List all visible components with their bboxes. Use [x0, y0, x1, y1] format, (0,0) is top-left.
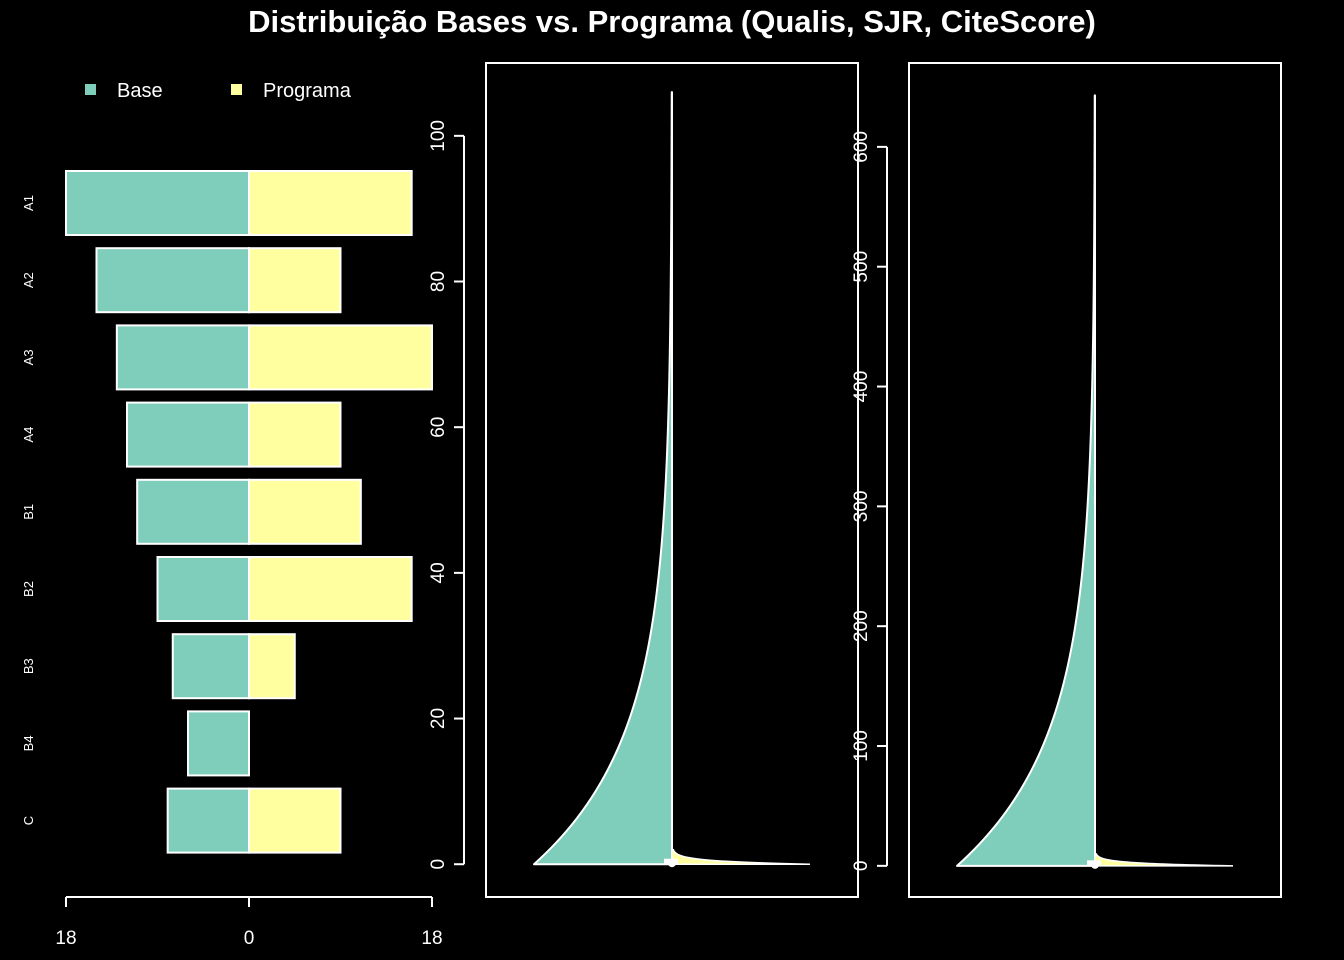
bar-programa-A4 — [248, 401, 342, 468]
bar-programa-A1 — [248, 170, 413, 236]
violin-half-programa — [671, 848, 811, 865]
bar-base-A1 — [65, 170, 250, 236]
y-tick-label: 500 — [851, 251, 872, 283]
category-label-B1: B1 — [21, 504, 36, 520]
bar-base-B4 — [187, 710, 250, 777]
bar-programa-A3 — [248, 324, 433, 391]
bar-base-B3 — [171, 633, 250, 700]
bar-base-B1 — [136, 478, 251, 545]
violin-half-base — [533, 91, 673, 866]
y-tick-label: 400 — [851, 371, 872, 403]
bar-programa-B1 — [248, 478, 362, 545]
qualis-bar-chart: A1 A2 A3 A4 B1 B2 B3 B4 C 18 0 18 — [21, 170, 443, 949]
category-label-C: C — [21, 816, 36, 825]
category-label-A1: A1 — [21, 195, 36, 211]
bar-programa-B2 — [248, 556, 413, 622]
violin-half-base — [956, 94, 1096, 867]
bar-programa-A2 — [248, 247, 342, 314]
y-tick-label: 20 — [428, 708, 449, 729]
bar-programa-C — [248, 787, 342, 854]
violin-median-point — [1091, 860, 1099, 869]
plot-frame — [485, 62, 859, 898]
legend-swatch-programa — [231, 84, 242, 95]
sjr-violin-plot: 0 20 40 60 80 100 — [428, 62, 859, 898]
y-tick-label: 40 — [428, 562, 449, 583]
category-label-A4: A4 — [21, 427, 36, 443]
violin-half-programa — [1094, 853, 1234, 867]
bar-base-A4 — [126, 401, 250, 468]
violin-median-point — [668, 859, 676, 868]
category-label-B2: B2 — [21, 581, 36, 597]
y-tick-label: 0 — [851, 861, 872, 872]
y-tick-label: 80 — [428, 271, 449, 292]
bar-base-A2 — [95, 247, 250, 314]
y-tick-label: 100 — [428, 120, 449, 152]
x-tick-label: 18 — [421, 928, 442, 949]
y-tick-label: 100 — [851, 730, 872, 762]
category-label-B4: B4 — [21, 735, 36, 751]
bar-programa-B3 — [248, 633, 296, 700]
legend: Base Programa — [85, 80, 352, 102]
legend-label-programa: Programa — [263, 80, 352, 102]
plot-frame — [908, 62, 1282, 898]
bar-base-B2 — [156, 556, 250, 622]
category-label-A2: A2 — [21, 272, 36, 288]
chart-title: Distribuição Bases vs. Programa (Qualis,… — [248, 4, 1096, 39]
y-tick-label: 300 — [851, 491, 872, 523]
y-tick-label: 200 — [851, 610, 872, 642]
x-tick-label: 18 — [55, 928, 76, 949]
y-tick-label: 600 — [851, 131, 872, 163]
legend-label-base: Base — [117, 80, 163, 102]
bar-base-A3 — [115, 324, 251, 391]
citescore-violin-plot: 0 100 200 300 400 500 600 — [851, 62, 1282, 898]
category-label-A3: A3 — [21, 349, 36, 365]
bar-base-C — [166, 787, 251, 854]
category-label-B3: B3 — [21, 658, 36, 674]
legend-swatch-base — [85, 84, 96, 95]
y-tick-label: 0 — [428, 859, 449, 870]
y-tick-label: 60 — [428, 417, 449, 438]
x-tick-label: 0 — [244, 928, 255, 949]
